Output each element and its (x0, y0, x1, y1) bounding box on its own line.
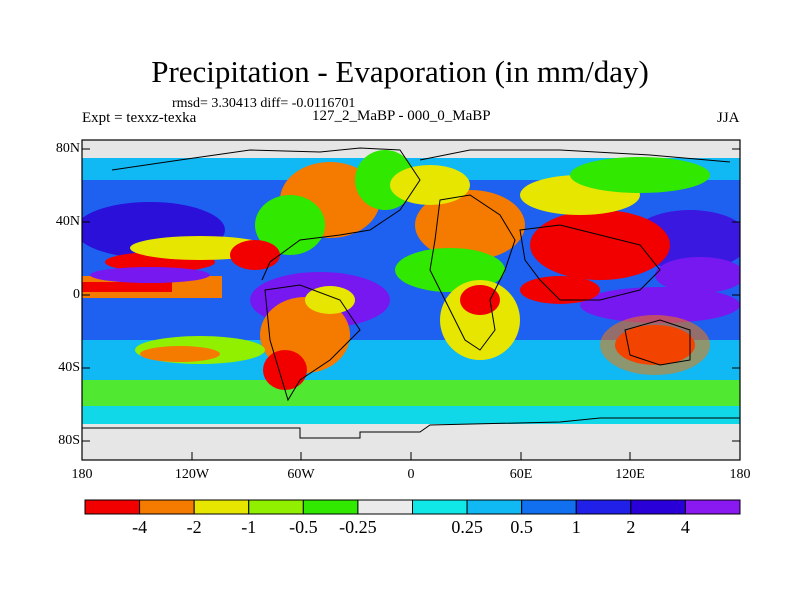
lon-tick-label: 180 (729, 467, 751, 482)
colorbar (84, 499, 741, 515)
colorbar-swatch (248, 499, 304, 515)
stats-text: rmsd= 3.30413 diff= -0.0116701 (172, 96, 356, 111)
lon-tick-label: 120W (174, 467, 210, 482)
colorbar-label: 1 (571, 517, 581, 537)
lon-ticks (81, 452, 741, 460)
lat-tick-label: 40N (55, 214, 80, 229)
colorbar-swatch (630, 499, 686, 515)
colorbar-label: 4 (680, 517, 690, 537)
chart-title: Precipitation - Evaporation (in mm/day) (151, 54, 649, 89)
lon-tick-label: 180 (71, 467, 93, 482)
colorbar-swatch (357, 499, 413, 515)
colorbar-swatch (302, 499, 359, 515)
colorbar-swatch (139, 499, 195, 515)
lat-ticks (82, 148, 740, 442)
lon-tick-label: 60W (287, 467, 315, 482)
colorbar-swatch (193, 499, 250, 515)
colorbar-label: -0.5 (289, 517, 318, 537)
colorbar-swatch (575, 499, 632, 515)
colorbar-label: 0.5 (510, 517, 533, 537)
colorbar-label: -0.25 (339, 517, 377, 537)
map-field (82, 140, 740, 460)
colorbar-label: -4 (132, 517, 148, 537)
colorbar-label: -2 (186, 517, 202, 537)
lon-tick-label: 0 (407, 467, 415, 482)
colorbar-swatch (466, 499, 523, 515)
lat-tick-label: 80N (55, 141, 80, 156)
season-label: JJA (717, 110, 740, 126)
colorbar-swatch (84, 499, 141, 515)
lat-tick-label: 80S (58, 433, 80, 448)
lat-tick-label: 40S (58, 360, 80, 375)
colorbar-label: 2 (626, 517, 636, 537)
lon-tick-label: 60E (509, 467, 533, 482)
colorbar-label: -1 (241, 517, 257, 537)
colorbar-label: 0.25 (451, 517, 483, 537)
experiment-subtitle: 127_2_MaBP - 000_0_MaBP (312, 108, 491, 124)
lat-tick-label: 0 (73, 287, 80, 302)
lon-tick-label: 120E (615, 467, 645, 482)
colorbar-swatch (684, 499, 741, 515)
experiment-label: Expt = texxz-texka (82, 110, 197, 126)
colorbar-swatch (412, 499, 468, 515)
colorbar-swatch (521, 499, 577, 515)
